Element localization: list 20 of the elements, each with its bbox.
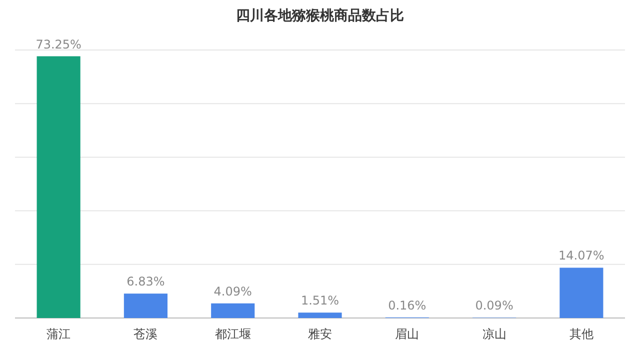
- bar: [36, 56, 80, 318]
- bar: [560, 268, 604, 318]
- x-tick-label: 苍溪: [134, 327, 158, 341]
- x-tick-label: 蒲江: [46, 327, 71, 341]
- bar: [124, 294, 168, 318]
- bar: [211, 303, 255, 318]
- data-label: 0.16%: [388, 298, 426, 312]
- chart-title: 四川各地猕猴桃商品数占比: [236, 7, 404, 24]
- data-label: 4.09%: [214, 284, 252, 298]
- x-tick-label: 雅安: [308, 327, 332, 341]
- x-tick-label: 都江堰: [214, 327, 251, 341]
- bar: [298, 312, 342, 318]
- data-label: 14.07%: [558, 248, 604, 263]
- data-label: 1.51%: [300, 294, 340, 308]
- data-label: 73.25%: [36, 37, 82, 52]
- data-label: 0.09%: [475, 298, 514, 313]
- data-label: 6.83%: [126, 274, 165, 289]
- x-tick-label: 其他: [569, 327, 594, 341]
- x-tick-label: 眉山: [395, 327, 420, 341]
- x-tick-label: 凉山: [482, 327, 506, 341]
